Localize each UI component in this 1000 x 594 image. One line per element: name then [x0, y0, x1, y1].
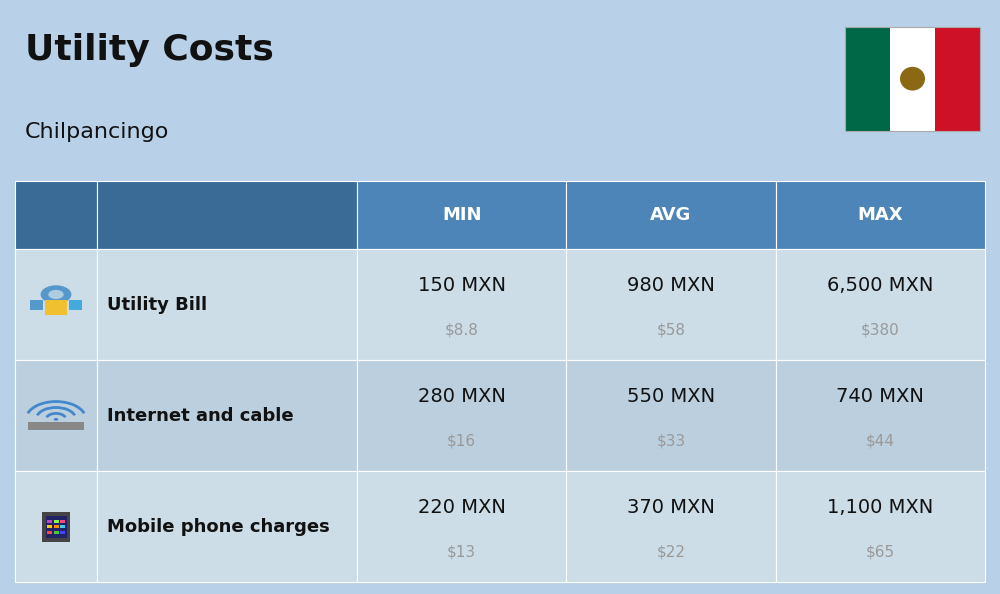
- Text: 280 MXN: 280 MXN: [418, 387, 506, 406]
- Text: $58: $58: [656, 323, 686, 337]
- Text: AVG: AVG: [650, 206, 692, 225]
- Bar: [776, 471, 985, 582]
- Text: MIN: MIN: [442, 206, 481, 225]
- Bar: [42, 512, 70, 542]
- Text: 550 MXN: 550 MXN: [627, 387, 715, 406]
- Text: 370 MXN: 370 MXN: [627, 498, 715, 517]
- Bar: [47, 520, 52, 523]
- Text: 150 MXN: 150 MXN: [418, 276, 506, 295]
- Bar: [54, 531, 58, 534]
- Text: Chilpancingo: Chilpancingo: [25, 122, 169, 142]
- Bar: [60, 531, 65, 534]
- Text: Utility Bill: Utility Bill: [107, 296, 207, 314]
- Bar: [15, 471, 97, 582]
- Bar: [47, 525, 52, 529]
- Bar: [776, 361, 985, 471]
- Text: 1,100 MXN: 1,100 MXN: [827, 498, 933, 517]
- Bar: [357, 361, 566, 471]
- Bar: [357, 181, 566, 249]
- Bar: [30, 300, 43, 310]
- Text: $33: $33: [656, 433, 686, 448]
- Text: $22: $22: [656, 544, 686, 559]
- Bar: [54, 525, 58, 529]
- Bar: [97, 361, 357, 471]
- Circle shape: [41, 285, 71, 304]
- Circle shape: [54, 418, 58, 421]
- Bar: [15, 181, 97, 249]
- Bar: [45, 300, 67, 315]
- Text: 6,500 MXN: 6,500 MXN: [827, 276, 934, 295]
- Text: $8.8: $8.8: [445, 323, 479, 337]
- Text: Internet and cable: Internet and cable: [107, 407, 294, 425]
- Bar: [15, 249, 97, 361]
- Text: $13: $13: [447, 544, 476, 559]
- Bar: [566, 471, 776, 582]
- Bar: [97, 471, 357, 582]
- Circle shape: [48, 290, 64, 299]
- Bar: [46, 516, 66, 538]
- Bar: [47, 531, 52, 534]
- Bar: [890, 27, 935, 131]
- Bar: [69, 300, 82, 310]
- Bar: [97, 249, 357, 361]
- Ellipse shape: [900, 67, 925, 90]
- Text: MAX: MAX: [858, 206, 903, 225]
- Bar: [357, 471, 566, 582]
- Bar: [845, 27, 890, 131]
- Text: Mobile phone charges: Mobile phone charges: [107, 518, 330, 536]
- Bar: [97, 181, 357, 249]
- Bar: [60, 520, 65, 523]
- Bar: [357, 249, 566, 361]
- Bar: [566, 181, 776, 249]
- Bar: [15, 361, 97, 471]
- Bar: [845, 27, 980, 131]
- Text: $44: $44: [866, 433, 895, 448]
- Bar: [776, 249, 985, 361]
- Text: $65: $65: [866, 544, 895, 559]
- Text: Utility Costs: Utility Costs: [25, 33, 274, 67]
- Text: 740 MXN: 740 MXN: [836, 387, 924, 406]
- Text: 220 MXN: 220 MXN: [418, 498, 506, 517]
- Bar: [60, 525, 65, 529]
- Text: 980 MXN: 980 MXN: [627, 276, 715, 295]
- Bar: [776, 181, 985, 249]
- Bar: [54, 520, 58, 523]
- Bar: [566, 361, 776, 471]
- Bar: [935, 27, 980, 131]
- Text: $380: $380: [861, 323, 900, 337]
- Bar: [566, 249, 776, 361]
- Bar: [28, 422, 84, 430]
- Text: $16: $16: [447, 433, 476, 448]
